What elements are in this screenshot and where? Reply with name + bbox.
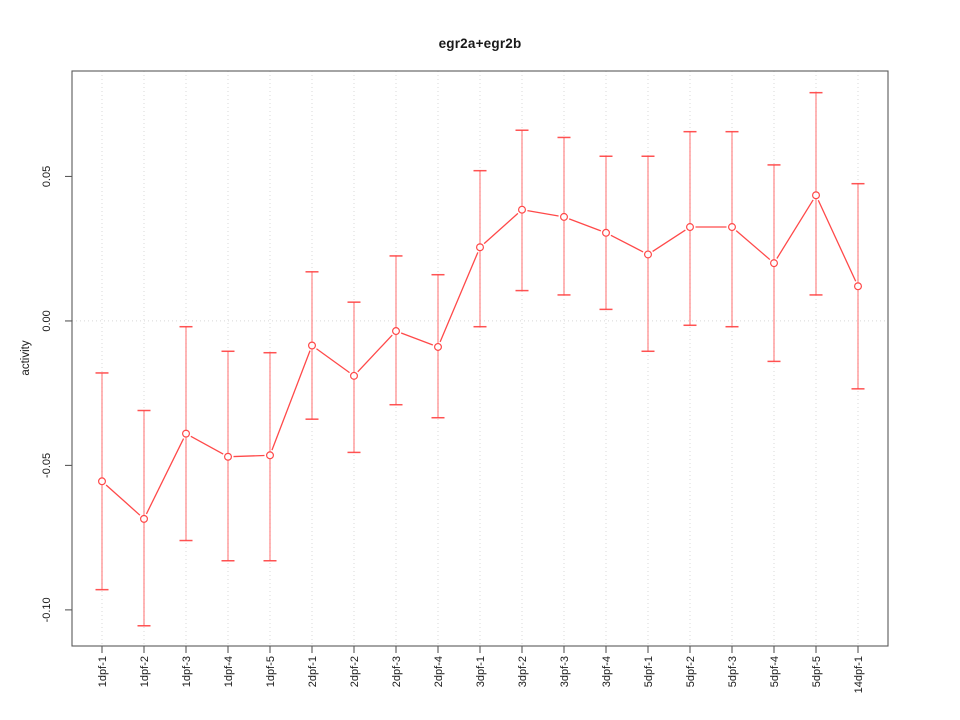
data-point-marker	[182, 429, 191, 438]
chart-title: egr2a+egr2b	[438, 36, 522, 51]
x-tick-label: 5dpf-5	[811, 656, 823, 687]
series-segment	[735, 230, 771, 261]
data-point-marker	[140, 514, 149, 523]
x-tick-label: 5dpf-3	[727, 656, 739, 687]
data-point-marker	[601, 228, 610, 237]
x-tick-label: 1dpf-2	[139, 656, 151, 687]
x-tick-label: 1dpf-4	[223, 656, 235, 687]
data-point-marker	[350, 371, 359, 380]
series-segment	[483, 212, 519, 245]
y-tick-label: 0.00	[41, 310, 53, 331]
data-point-marker	[97, 477, 106, 486]
x-tick-label: 5dpf-2	[685, 656, 697, 687]
x-tick-label: 2dpf-3	[391, 656, 403, 687]
data-point-marker	[853, 282, 862, 291]
data-point-marker	[517, 205, 526, 214]
x-tick-label: 1dpf-1	[97, 656, 109, 687]
series-segment	[316, 348, 350, 374]
series-segment	[568, 218, 602, 232]
series-segment	[105, 484, 141, 516]
x-tick-label: 3dpf-4	[601, 656, 613, 687]
series-segment	[233, 454, 265, 458]
data-point-marker	[559, 212, 568, 221]
series-segment	[357, 334, 393, 373]
data-point-marker	[811, 191, 820, 200]
series-segment	[145, 438, 185, 515]
series-segment	[190, 435, 224, 455]
x-tick-label: 2dpf-1	[307, 656, 319, 687]
x-tick-label: 3dpf-2	[517, 656, 529, 687]
series-segment	[400, 332, 434, 346]
data-point-marker	[392, 327, 401, 336]
x-tick-label: 1dpf-5	[265, 656, 277, 687]
series-segment	[527, 209, 559, 217]
x-tick-label: 2dpf-4	[433, 656, 445, 687]
x-tick-label: 3dpf-1	[475, 656, 487, 687]
data-point-marker	[643, 250, 652, 259]
data-point-marker	[434, 342, 443, 351]
series-segment	[776, 199, 814, 259]
data-point-marker	[769, 259, 778, 268]
series-segment	[817, 199, 857, 282]
data-point-marker	[685, 223, 694, 232]
x-tick-label: 1dpf-3	[181, 656, 193, 687]
data-point-marker	[476, 243, 485, 252]
series-segment	[439, 252, 479, 343]
data-point-marker	[266, 451, 275, 460]
x-tick-label: 2dpf-2	[349, 656, 361, 687]
x-tick-label: 5dpf-4	[769, 656, 781, 687]
y-tick-label: -0.05	[41, 453, 53, 478]
series-segment	[652, 229, 686, 253]
x-tick-label: 3dpf-3	[559, 656, 571, 687]
y-tick-label: -0.10	[41, 597, 53, 622]
data-point-marker	[308, 341, 317, 350]
data-point-marker	[727, 223, 736, 232]
data-point-marker	[224, 452, 233, 461]
series-segment	[271, 350, 311, 451]
x-tick-label: 5dpf-1	[643, 656, 655, 687]
y-tick-label: 0.05	[41, 166, 53, 187]
x-tick-label: 14dpf-1	[853, 656, 865, 693]
series-segment	[610, 234, 644, 253]
